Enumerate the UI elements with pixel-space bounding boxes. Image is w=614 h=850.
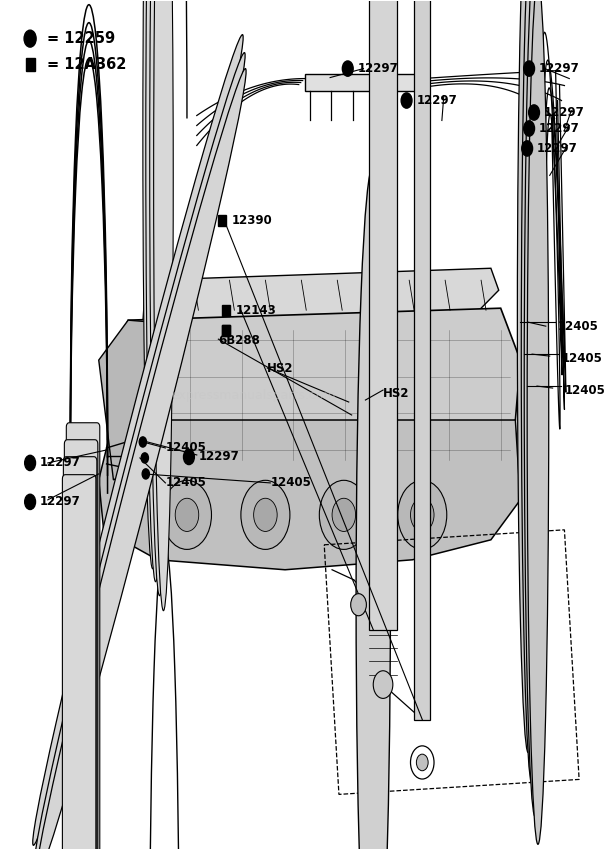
Ellipse shape [36, 69, 246, 850]
Circle shape [319, 480, 368, 549]
Text: 6B288: 6B288 [219, 334, 260, 347]
Circle shape [524, 61, 535, 76]
Circle shape [163, 480, 211, 549]
Bar [222, 304, 230, 315]
Bar [222, 325, 230, 336]
Circle shape [25, 456, 36, 471]
Circle shape [351, 593, 367, 615]
Circle shape [332, 498, 356, 531]
Circle shape [373, 671, 393, 699]
Text: 12297: 12297 [543, 106, 585, 119]
Circle shape [343, 61, 353, 76]
Circle shape [139, 437, 147, 447]
Ellipse shape [154, 0, 173, 610]
Text: 12405: 12405 [558, 320, 599, 332]
Text: 12390: 12390 [232, 214, 273, 227]
Text: 12297: 12297 [198, 450, 239, 463]
Circle shape [529, 105, 540, 120]
Bar [26, 59, 34, 71]
Text: 12297: 12297 [537, 142, 578, 155]
FancyBboxPatch shape [63, 456, 97, 850]
Circle shape [411, 745, 434, 779]
FancyBboxPatch shape [64, 439, 98, 850]
Text: expressmanualsparts.com: expressmanualsparts.com [171, 388, 336, 402]
Bar [305, 74, 422, 91]
Text: 12297: 12297 [538, 62, 580, 75]
Bar [370, 0, 397, 630]
Circle shape [141, 453, 149, 463]
Text: 12297: 12297 [40, 496, 80, 508]
Text: HS2: HS2 [267, 361, 294, 375]
Text: 12297: 12297 [40, 456, 80, 469]
Ellipse shape [521, 0, 543, 785]
Ellipse shape [143, 0, 163, 569]
Ellipse shape [150, 0, 169, 596]
Ellipse shape [527, 0, 549, 844]
Polygon shape [111, 309, 520, 465]
Circle shape [416, 754, 428, 771]
Text: 12297: 12297 [357, 62, 398, 75]
Circle shape [24, 30, 36, 47]
Circle shape [142, 469, 149, 479]
Bar [222, 325, 230, 336]
Bar [414, 0, 430, 719]
Text: 12143: 12143 [236, 303, 276, 317]
Circle shape [522, 141, 532, 156]
Ellipse shape [146, 0, 165, 581]
Polygon shape [99, 320, 163, 480]
Circle shape [184, 450, 195, 465]
Polygon shape [143, 269, 499, 322]
Circle shape [398, 480, 447, 549]
Polygon shape [99, 420, 520, 570]
Text: = 12A362: = 12A362 [47, 57, 126, 72]
Text: HS2: HS2 [383, 387, 410, 399]
Ellipse shape [356, 166, 391, 850]
Text: 12405: 12405 [165, 476, 206, 490]
Circle shape [401, 93, 412, 108]
Ellipse shape [34, 53, 245, 850]
Circle shape [254, 498, 277, 531]
Text: = 12259: = 12259 [47, 31, 115, 46]
Text: 12405: 12405 [561, 352, 602, 365]
Text: 12297: 12297 [538, 122, 580, 135]
Text: 12405: 12405 [270, 476, 311, 490]
Text: 12405: 12405 [165, 441, 206, 455]
FancyBboxPatch shape [66, 422, 100, 850]
Circle shape [411, 498, 434, 531]
Bar [219, 215, 226, 226]
Ellipse shape [518, 0, 539, 752]
Ellipse shape [33, 35, 243, 845]
Circle shape [524, 121, 535, 136]
Text: 12405: 12405 [564, 383, 605, 397]
Circle shape [25, 494, 36, 509]
Ellipse shape [524, 0, 546, 816]
Circle shape [241, 480, 290, 549]
Circle shape [175, 498, 199, 531]
Text: 12297: 12297 [416, 94, 457, 107]
FancyBboxPatch shape [63, 474, 96, 850]
